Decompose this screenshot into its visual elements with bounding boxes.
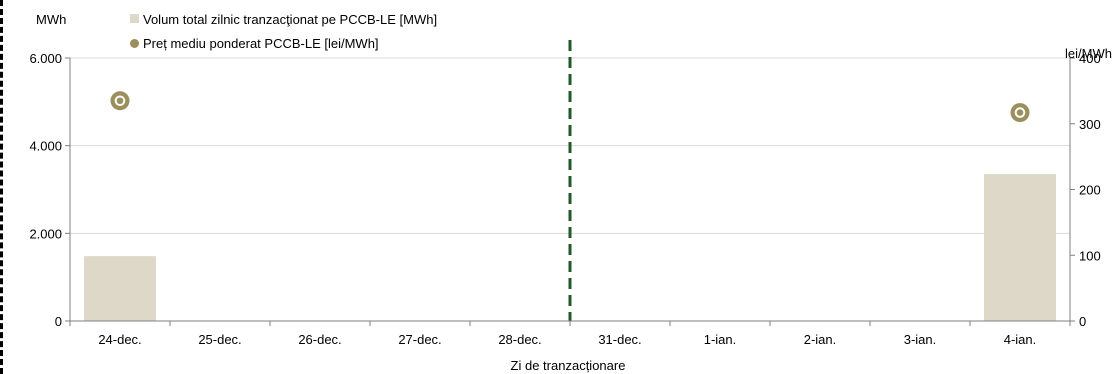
x-tick-label-26-dec: 26-dec. — [298, 332, 341, 347]
x-tick-label-2-ian: 2-ian. — [804, 332, 837, 347]
left-tick-label-3: 6.000 — [29, 51, 62, 66]
scatter-series — [110, 91, 1030, 123]
left-y-tick-labels: 0 2.000 4.000 6.000 — [29, 51, 70, 329]
x-tick-label-24-dec: 24-dec. — [98, 332, 141, 347]
left-tick-label-2: 4.000 — [29, 139, 62, 154]
legend-label-price: Preț mediu ponderat PCCB-LE [lei/MWh] — [143, 36, 379, 51]
x-axis-title: Zi de tranzacționare — [511, 358, 626, 373]
x-tick-labels: 24-dec. 25-dec. 26-dec. 27-dec. 28-dec. 31-de… — [69, 321, 1071, 347]
point-24-dec — [110, 91, 130, 111]
legend-marker-price — [130, 39, 139, 48]
x-tick-label-3-ian: 3-ian. — [904, 332, 937, 347]
bar-series — [84, 174, 1056, 321]
bar-24-dec — [84, 256, 156, 321]
legend-label-volume: Volum total zilnic tranzacţionat pe PCCB… — [143, 12, 437, 27]
x-tick-label-27-dec: 27-dec. — [398, 332, 441, 347]
right-tick-label-4: 400 — [1079, 51, 1101, 66]
right-axis-unit-label: lei/MWh — [1065, 46, 1112, 61]
left-axis-unit-label: MWh — [36, 12, 66, 27]
x-tick-label-25-dec: 25-dec. — [198, 332, 241, 347]
left-tick-label-1: 2.000 — [29, 226, 62, 241]
x-tick-label-4-ian: 4-ian. — [1004, 332, 1037, 347]
right-tick-label-1: 100 — [1079, 248, 1101, 263]
bar-4-ian — [984, 174, 1056, 321]
legend: Volum total zilnic tranzacţionat pe PCCB… — [130, 12, 437, 51]
right-y-tick-labels: 0 100 200 300 400 — [1070, 51, 1101, 329]
point-4-ian — [1010, 103, 1030, 123]
left-dashed-border — [0, 0, 3, 374]
x-tick-label-31-dec: 31-dec. — [598, 332, 641, 347]
right-tick-label-3: 300 — [1079, 117, 1101, 132]
left-tick-label-0: 0 — [55, 314, 62, 329]
right-tick-label-0: 0 — [1079, 314, 1086, 329]
right-tick-label-2: 200 — [1079, 183, 1101, 198]
x-tick-label-28-dec: 28-dec. — [498, 332, 541, 347]
legend-swatch-volume — [130, 14, 139, 23]
x-tick-label-1-ian: 1-ian. — [704, 332, 737, 347]
